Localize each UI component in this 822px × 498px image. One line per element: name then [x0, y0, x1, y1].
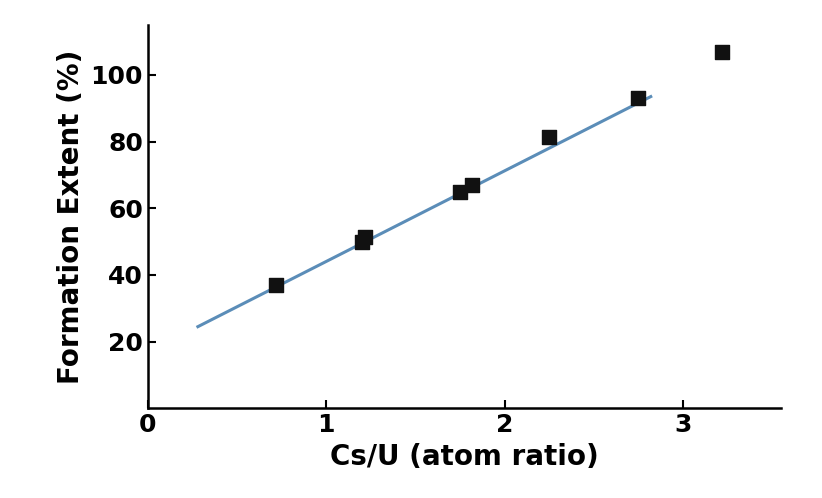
Point	[454, 188, 467, 196]
Point	[543, 132, 556, 140]
Point	[466, 181, 479, 189]
Point	[715, 48, 728, 56]
X-axis label: Cs/U (atom ratio): Cs/U (atom ratio)	[330, 443, 598, 471]
Point	[359, 233, 372, 241]
Y-axis label: Formation Extent (%): Formation Extent (%)	[57, 49, 85, 384]
Point	[631, 94, 644, 102]
Point	[355, 238, 368, 246]
Point	[270, 281, 283, 289]
